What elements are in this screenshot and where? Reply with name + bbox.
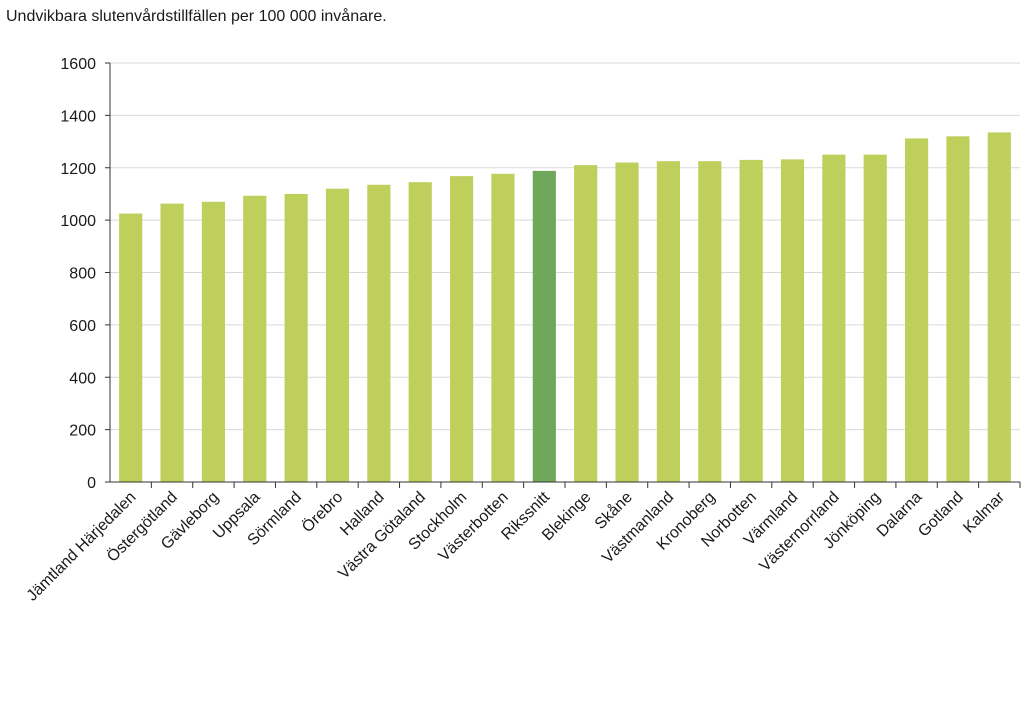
bar-blekinge — [574, 165, 598, 482]
bar-västernorrland — [822, 154, 846, 482]
bar-rikssnitt — [532, 170, 556, 482]
bar-västmanland — [656, 161, 680, 482]
bar-jämtland-härjedalen — [119, 213, 143, 482]
bar-gotland — [946, 136, 970, 482]
bar-kronoberg — [698, 161, 722, 482]
x-tick-label: Kalmar — [960, 488, 1008, 536]
bar-dalarna — [905, 138, 929, 483]
y-tick-label: 1200 — [60, 161, 96, 178]
bar-västerbotten — [491, 173, 515, 482]
bar-uppsala — [243, 195, 267, 482]
bar-norbotten — [739, 159, 763, 483]
bar-östergötland — [160, 203, 184, 482]
bar-örebro — [325, 188, 350, 482]
x-tick-label: Gotland — [915, 489, 967, 541]
x-tick-label: Östergötland — [103, 488, 181, 566]
y-tick-label: 800 — [69, 266, 96, 283]
bar-jönköping — [863, 154, 887, 482]
bar-halland — [367, 184, 391, 482]
chart-title: Undvikbara slutenvårdstillfällen per 100… — [6, 8, 387, 25]
bar-värmland — [780, 159, 805, 482]
bar-kalmar — [987, 132, 1011, 482]
y-tick-label: 1600 — [60, 56, 96, 73]
y-tick-label: 1400 — [60, 108, 96, 125]
bars — [119, 132, 1011, 483]
bar-stockholm — [450, 176, 474, 482]
x-axis-tick-labels: Jämtland HärjedalenÖstergötlandGävleborg… — [24, 488, 1009, 605]
y-tick-label: 200 — [69, 423, 96, 440]
bar-västra-götaland — [408, 182, 432, 482]
bar-sörmland — [284, 193, 308, 482]
y-tick-label: 600 — [69, 318, 96, 335]
y-tick-label: 0 — [87, 475, 96, 492]
y-tick-label: 400 — [69, 370, 96, 387]
x-tick-label: Dalarna — [874, 489, 926, 541]
bar-skåne — [615, 162, 639, 482]
y-tick-label: 1000 — [60, 213, 96, 230]
bar-gävleborg — [201, 201, 225, 482]
axes — [105, 62, 1021, 488]
y-axis-tick-labels: 0 200 400 600 800 1000 1200 1400 1600 — [60, 56, 96, 492]
